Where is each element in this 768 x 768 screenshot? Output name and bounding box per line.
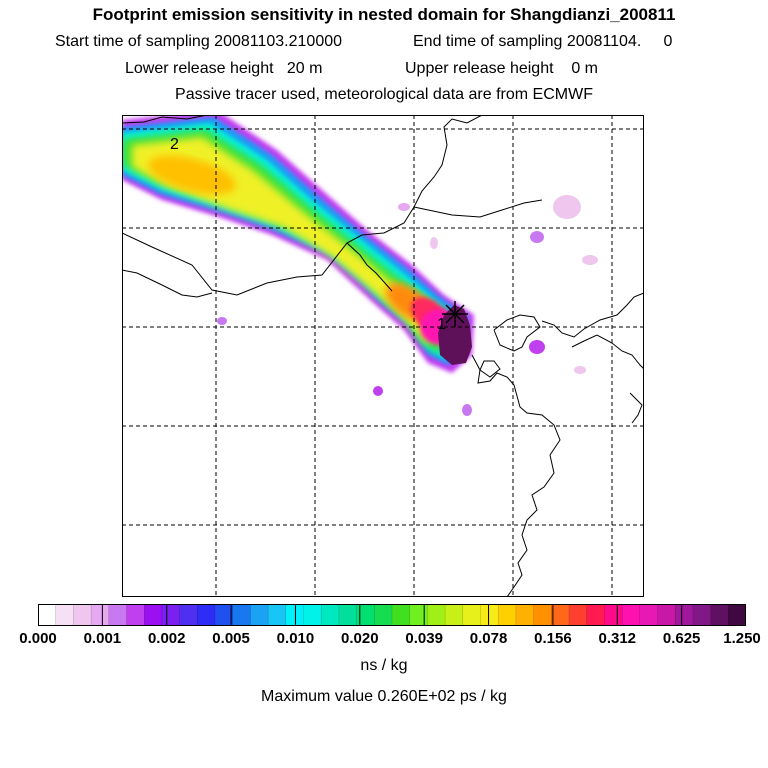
colorbar-cell: [250, 604, 268, 626]
plume-label-1: 1: [437, 316, 446, 333]
map-title: Footprint emission sensitivity in nested…: [0, 5, 768, 25]
coastline-inlet: [480, 361, 500, 377]
colorbar-tick-label: 0.001: [84, 630, 122, 647]
coastline-peninsula-east: [542, 293, 644, 337]
colorbar-cell: [622, 604, 640, 626]
map-canvas: 2 1: [122, 115, 644, 597]
colorbar-cell: [180, 604, 198, 626]
colorbar-cell: [534, 604, 552, 626]
colorbar-cell: [339, 604, 357, 626]
colorbar-tick-label: 0.312: [598, 630, 636, 647]
start-time-label: Start time of sampling 20081103.210000: [55, 33, 342, 51]
patch-purple-10: [574, 366, 586, 374]
colorbar-cell: [516, 604, 534, 626]
border-line-east: [414, 200, 542, 217]
plume-layer: [122, 115, 598, 416]
patch-purple-2: [553, 195, 581, 219]
colorbar-cell: [56, 604, 74, 626]
colorbar-cell: [109, 604, 127, 626]
patch-purple-1: [398, 203, 410, 211]
colorbar-cell: [162, 604, 180, 626]
tracer-info-label: Passive tracer used, meteorological data…: [0, 86, 768, 104]
colorbar-cell: [711, 604, 729, 626]
coastline-main: [472, 355, 560, 597]
colorbar-cell: [728, 604, 746, 626]
colorbar-cell: [551, 604, 569, 626]
colorbar-cell: [569, 604, 587, 626]
patch-purple-6: [217, 317, 227, 325]
colorbar-tick-label: 0.010: [277, 630, 315, 647]
colorbar-cell: [693, 604, 711, 626]
colorbar-tick-label: 0.039: [405, 630, 443, 647]
coastline-islands: [630, 393, 642, 423]
colorbar-tick-label: 0.625: [663, 630, 701, 647]
colorbar-cell: [127, 604, 145, 626]
colorbar-cell: [215, 604, 233, 626]
colorbar-cell: [658, 604, 676, 626]
colorbar-cell: [304, 604, 322, 626]
colorbar-cell: [91, 604, 109, 626]
colorbar-tick-label: 0.020: [341, 630, 379, 647]
colorbar-cell: [357, 604, 375, 626]
lower-release-height-label: Lower release height 20 m: [125, 60, 322, 78]
colorbar-cell: [321, 604, 339, 626]
maximum-value-label: Maximum value 0.260E+02 ps / kg: [0, 688, 768, 706]
colorbar-cell: [410, 604, 428, 626]
colorbar-units: ns / kg: [0, 657, 768, 675]
colorbar: [38, 604, 746, 626]
upper-release-height-label: Upper release height 0 m: [405, 60, 598, 78]
colorbar-cell: [445, 604, 463, 626]
colorbar-cell: [286, 604, 304, 626]
colorbar-cell: [197, 604, 215, 626]
colorbar-cell: [498, 604, 516, 626]
border-line-south: [122, 270, 212, 297]
end-time-label: End time of sampling 20081104. 0: [413, 33, 672, 51]
footprint-map: 2 1: [122, 115, 644, 597]
colorbar-cells: [38, 604, 746, 626]
colorbar-cell: [481, 604, 499, 626]
colorbar-tick-label: 0.005: [212, 630, 250, 647]
patch-purple-7: [529, 340, 545, 354]
patch-purple-9: [462, 404, 472, 416]
patch-purple-4: [430, 237, 438, 249]
colorbar-cell: [675, 604, 693, 626]
colorbar-cell: [427, 604, 445, 626]
colorbar-cell: [463, 604, 481, 626]
patch-purple-5: [582, 255, 598, 265]
patch-purple-8: [373, 386, 383, 396]
colorbar-cell: [144, 604, 162, 626]
colorbar-tick-label: 0.000: [19, 630, 57, 647]
colorbar-cell: [268, 604, 286, 626]
plume-label-2: 2: [170, 136, 179, 153]
colorbar-cell: [604, 604, 622, 626]
colorbar-cell: [73, 604, 91, 626]
coastline-north-east: [572, 335, 644, 369]
colorbar-cell: [38, 604, 56, 626]
colorbar-cell: [587, 604, 605, 626]
patch-purple-3: [530, 231, 544, 243]
colorbar-cell: [374, 604, 392, 626]
colorbar-tick-label: 0.002: [148, 630, 186, 647]
colorbar-tick-label: 0.078: [470, 630, 508, 647]
colorbar-tick-label: 0.156: [534, 630, 572, 647]
colorbar-cell: [392, 604, 410, 626]
colorbar-cell: [233, 604, 251, 626]
colorbar-cell: [640, 604, 658, 626]
colorbar-tick-label: 1.250: [723, 630, 761, 647]
